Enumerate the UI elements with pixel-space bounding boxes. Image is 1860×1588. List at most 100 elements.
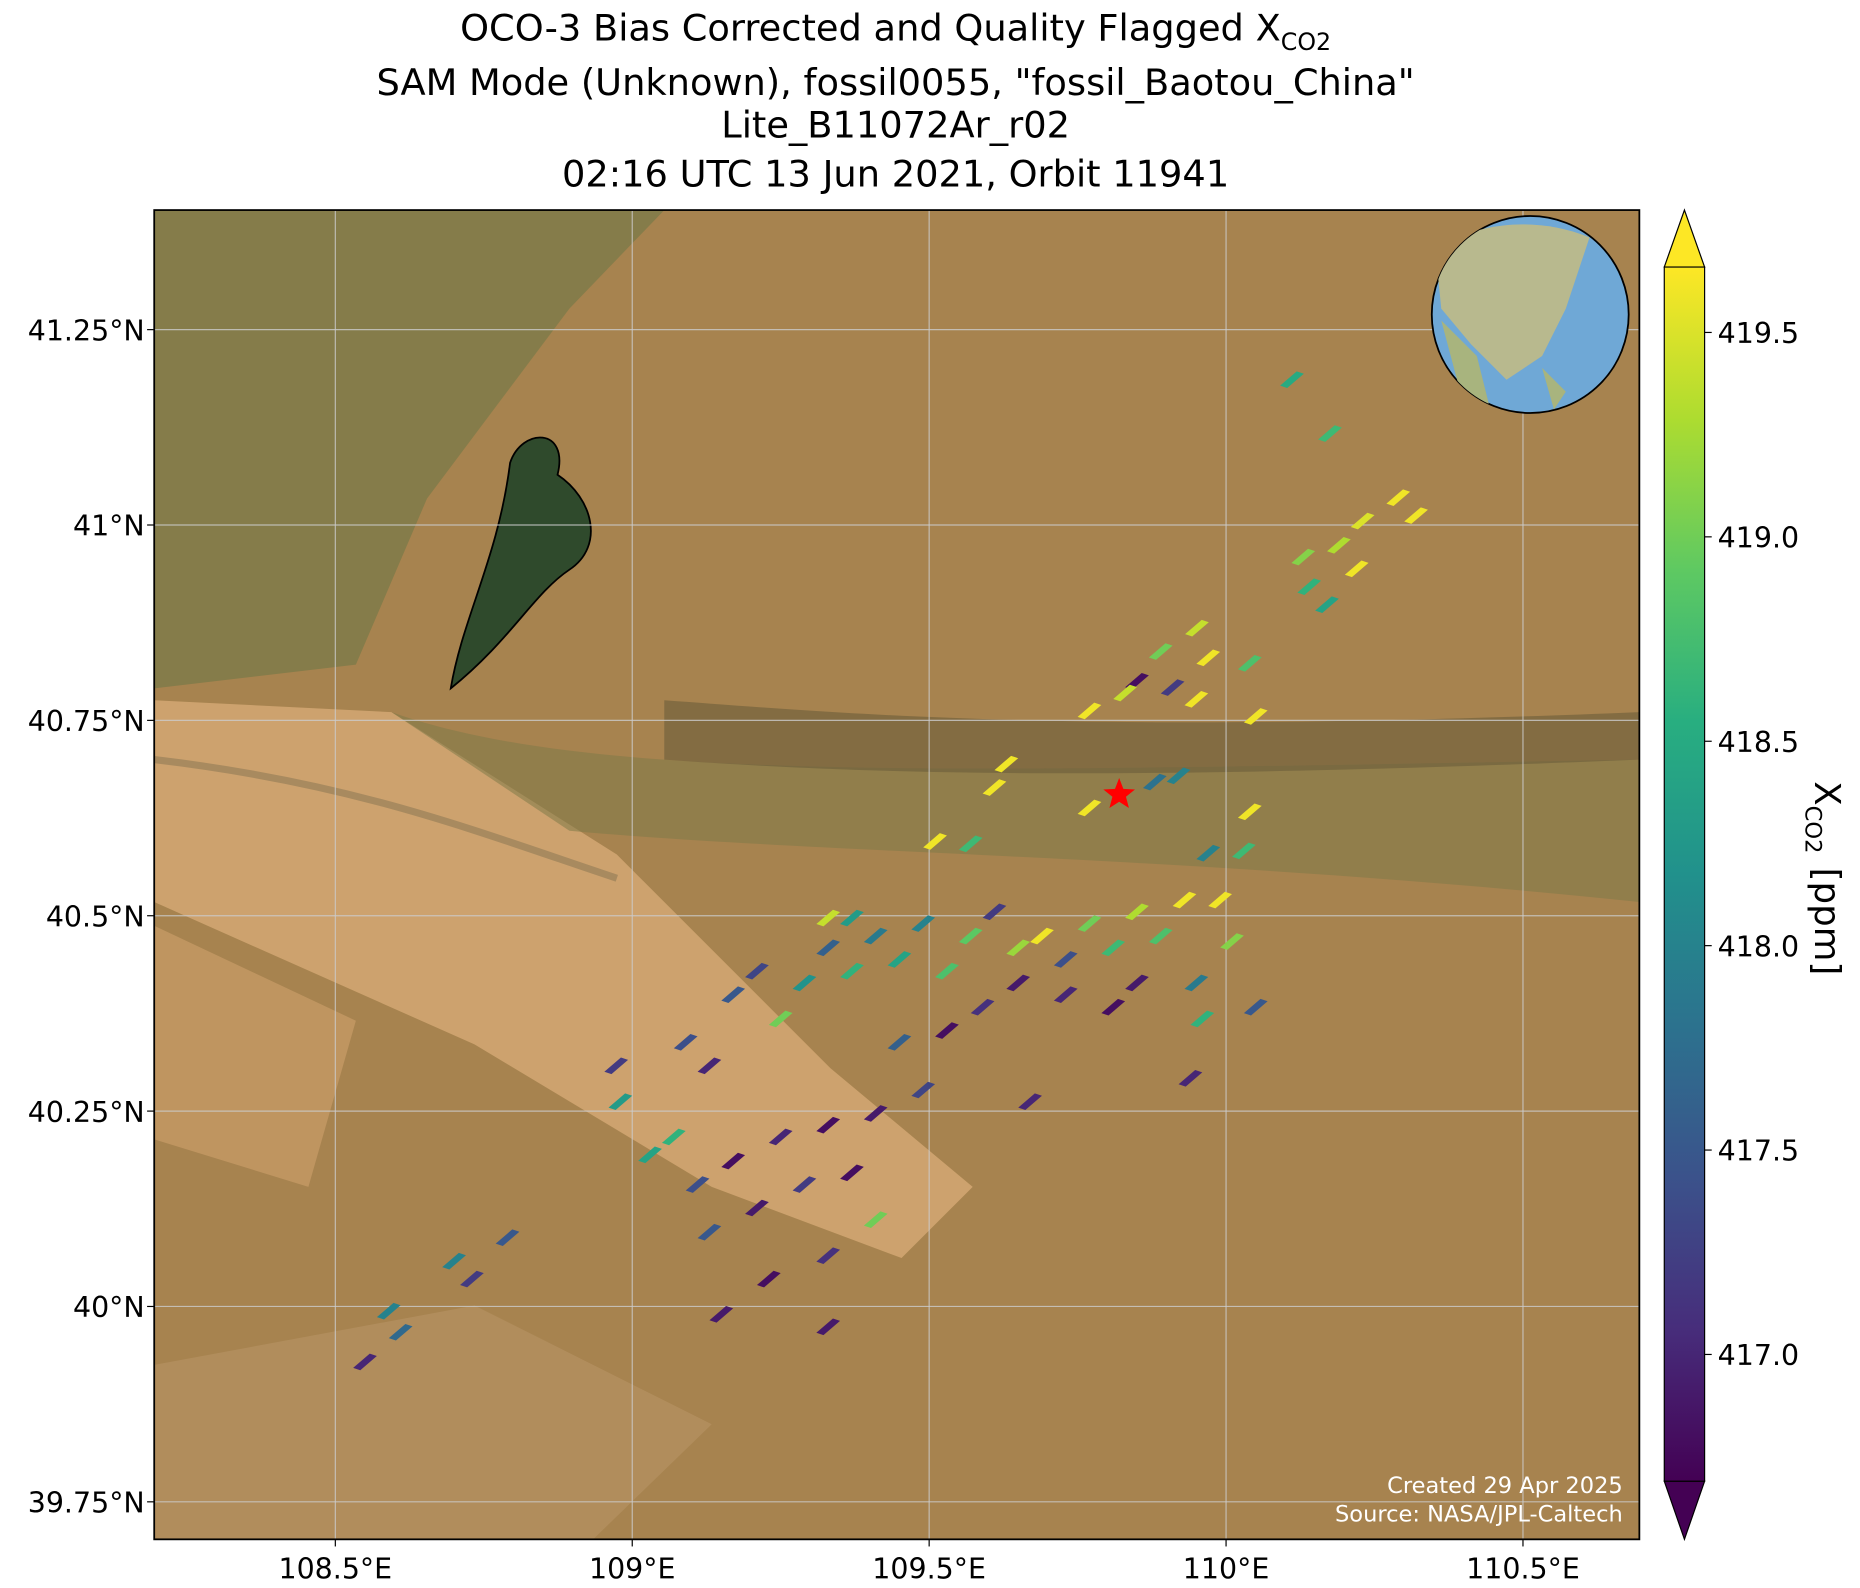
sounding xyxy=(1030,927,1054,945)
sounding xyxy=(442,1252,466,1270)
sounding xyxy=(1172,891,1197,909)
sounding xyxy=(1006,974,1031,992)
colorbar-tick-label: 417.0 xyxy=(1718,1339,1799,1372)
sounding xyxy=(768,1010,793,1028)
sounding xyxy=(685,1176,710,1193)
sounding xyxy=(1184,690,1209,708)
basemap xyxy=(154,210,1640,1540)
sounding xyxy=(709,1305,734,1323)
x-tick-label: 110°E xyxy=(1183,1552,1270,1585)
sounding xyxy=(792,974,817,992)
sounding xyxy=(1243,998,1268,1016)
sounding xyxy=(863,1211,888,1229)
sounding xyxy=(1077,799,1102,817)
sounding xyxy=(1101,998,1126,1016)
sounding xyxy=(840,1164,864,1182)
sounding xyxy=(1344,560,1369,578)
site-marker xyxy=(1103,777,1135,809)
sounding xyxy=(495,1229,520,1247)
sounding xyxy=(1386,489,1411,506)
sounding xyxy=(1101,939,1126,957)
sounding xyxy=(982,779,1007,796)
sounding xyxy=(1243,708,1268,725)
sounding xyxy=(887,1034,912,1051)
sounding xyxy=(840,962,864,980)
sounding xyxy=(1190,1010,1215,1028)
sounding xyxy=(1315,596,1339,614)
sounding xyxy=(1053,986,1078,1003)
sounding xyxy=(911,915,936,932)
sounding xyxy=(1327,537,1351,554)
sounding xyxy=(1077,915,1102,932)
sounding xyxy=(1404,507,1428,524)
sounding xyxy=(1006,939,1031,957)
sounding xyxy=(1208,891,1232,909)
sounding xyxy=(887,951,912,968)
colorbar-tick-label: 417.5 xyxy=(1718,1135,1799,1168)
sounding xyxy=(1237,655,1262,672)
sounding xyxy=(1196,649,1221,667)
sounding xyxy=(982,903,1007,921)
sounding xyxy=(604,1057,629,1075)
sounding xyxy=(1318,425,1342,442)
inset-globe xyxy=(1430,215,1630,414)
sounding xyxy=(756,1270,781,1288)
sounding xyxy=(970,998,995,1016)
sounding xyxy=(745,1199,769,1217)
subtitle: SAM Mode (Unknown), fossil0055, "fossil_… xyxy=(376,61,1414,104)
sounding xyxy=(1185,619,1209,637)
sounding xyxy=(1178,1069,1203,1087)
sounding xyxy=(1350,512,1375,530)
sounding xyxy=(816,909,841,927)
sounding xyxy=(353,1353,377,1371)
grid xyxy=(154,210,1640,1540)
sounding xyxy=(1148,643,1173,660)
sounding xyxy=(1125,974,1149,992)
sounding xyxy=(816,1116,841,1134)
sounding xyxy=(1148,927,1173,945)
colorbar-tick-label: 418.5 xyxy=(1718,726,1799,759)
sounding xyxy=(935,962,959,980)
sounding xyxy=(1196,844,1221,862)
sounding xyxy=(1237,803,1262,821)
subtitle: Lite_B11072Ar_r02 xyxy=(721,104,1070,147)
y-tick-label: 41.25°N xyxy=(28,314,145,347)
y-tick-label: 41°N xyxy=(73,510,145,543)
sounding xyxy=(1166,767,1191,785)
sounding xyxy=(388,1323,413,1341)
chart-title: OCO-3 Bias Corrected and Quality Flagged… xyxy=(460,6,1331,56)
map-frame xyxy=(153,209,1641,1541)
sounding xyxy=(768,1128,793,1146)
subtitle: 02:16 UTC 13 Jun 2021, Orbit 11941 xyxy=(562,152,1229,195)
sounding xyxy=(1142,773,1167,791)
sounding xyxy=(721,986,746,1003)
sounding xyxy=(911,1081,936,1099)
colorbar-tick-label: 419.5 xyxy=(1718,317,1799,350)
colorbar-tick-label: 419.0 xyxy=(1718,522,1799,555)
sounding xyxy=(1291,548,1316,566)
sounding xyxy=(792,1176,817,1193)
sounding xyxy=(661,1128,686,1146)
colorbar-tick-label: 418.0 xyxy=(1718,930,1799,963)
sounding xyxy=(638,1146,662,1164)
sounding xyxy=(1113,684,1137,702)
sounding xyxy=(721,1152,746,1170)
sounding xyxy=(1053,951,1078,968)
sounding xyxy=(1297,578,1322,596)
sounding xyxy=(460,1270,484,1288)
sounding xyxy=(994,755,1019,773)
sounding xyxy=(923,833,947,850)
sounding xyxy=(1018,1093,1042,1111)
sounding xyxy=(745,962,769,980)
sounding xyxy=(1160,679,1185,696)
y-tick-label: 40°N xyxy=(73,1291,145,1324)
y-tick-label: 40.75°N xyxy=(28,705,145,738)
soundings xyxy=(353,371,1428,1371)
sounding xyxy=(816,1318,841,1336)
y-tick-label: 40.25°N xyxy=(28,1096,145,1129)
sounding xyxy=(697,1057,722,1075)
x-tick-label: 110.5°E xyxy=(1466,1552,1580,1585)
sounding xyxy=(673,1034,698,1051)
colorbar-label: XCO2[ppm] xyxy=(1799,781,1846,975)
